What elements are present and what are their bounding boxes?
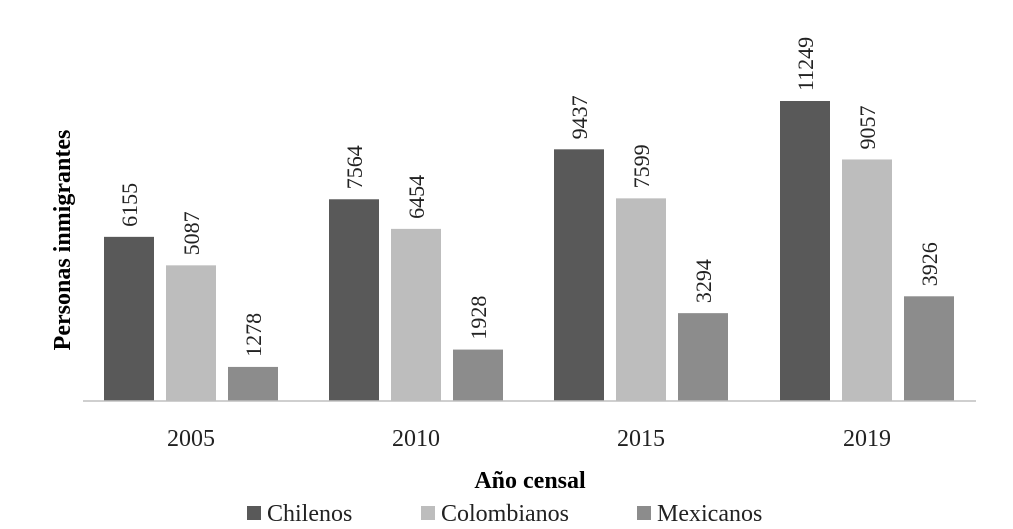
data-label-colombianos-2019: 9057: [855, 105, 880, 149]
legend-swatch-colombianos: [421, 506, 435, 520]
data-label-chilenos-2019: 11249: [793, 37, 818, 91]
data-label-chilenos-2005: 6155: [117, 183, 142, 227]
x-tick-2015: 2015: [617, 426, 665, 452]
data-label-mexicanos-2019: 3926: [917, 242, 942, 286]
data-label-colombianos-2005: 5087: [179, 211, 204, 255]
legend-swatch-chilenos: [247, 506, 261, 520]
legend-label-colombianos: Colombianos: [441, 501, 569, 527]
bar-mexicanos-2005: [228, 366, 278, 401]
data-label-mexicanos-2010: 1928: [466, 296, 491, 340]
bar-colombianos-2010: [391, 228, 441, 401]
legend: Chilenos Colombianos Mexicanos: [247, 501, 762, 527]
bar-mexicanos-2010: [453, 349, 503, 401]
x-axis-title: Año censal: [474, 468, 586, 494]
legend-label-chilenos: Chilenos: [267, 501, 352, 527]
x-tick-labels: 2005 2010 2015 2019: [167, 426, 891, 452]
y-axis-title: Personas inmigrantes: [50, 130, 76, 351]
data-label-mexicanos-2015: 3294: [691, 259, 716, 303]
legend-swatch-mexicanos: [637, 506, 651, 520]
data-label-colombianos-2010: 6454: [404, 175, 429, 219]
bar-colombianos-2005: [166, 265, 216, 401]
bar-chilenos-2005: [104, 236, 154, 401]
data-label-mexicanos-2005: 1278: [241, 313, 266, 357]
data-label-chilenos-2010: 7564: [342, 145, 367, 189]
x-tick-2010: 2010: [392, 426, 440, 452]
data-label-chilenos-2015: 9437: [567, 95, 592, 139]
bar-colombianos-2015: [616, 198, 666, 401]
bar-chilenos-2015: [554, 149, 604, 401]
x-tick-2019: 2019: [843, 426, 891, 452]
bar-mexicanos-2015: [678, 313, 728, 401]
bar-chilenos-2010: [329, 199, 379, 401]
bar-colombianos-2019: [842, 159, 892, 401]
data-label-colombianos-2015: 7599: [629, 144, 654, 188]
data-labels-layer: 6155 5087 1278 7564 6454 1928 9437 7599 3294 1124…: [117, 37, 942, 357]
bar-chilenos-2019: [780, 101, 830, 401]
bars-layer: [104, 101, 954, 401]
x-tick-2005: 2005: [167, 426, 215, 452]
legend-label-mexicanos: Mexicanos: [657, 501, 762, 527]
bar-mexicanos-2019: [904, 296, 954, 401]
